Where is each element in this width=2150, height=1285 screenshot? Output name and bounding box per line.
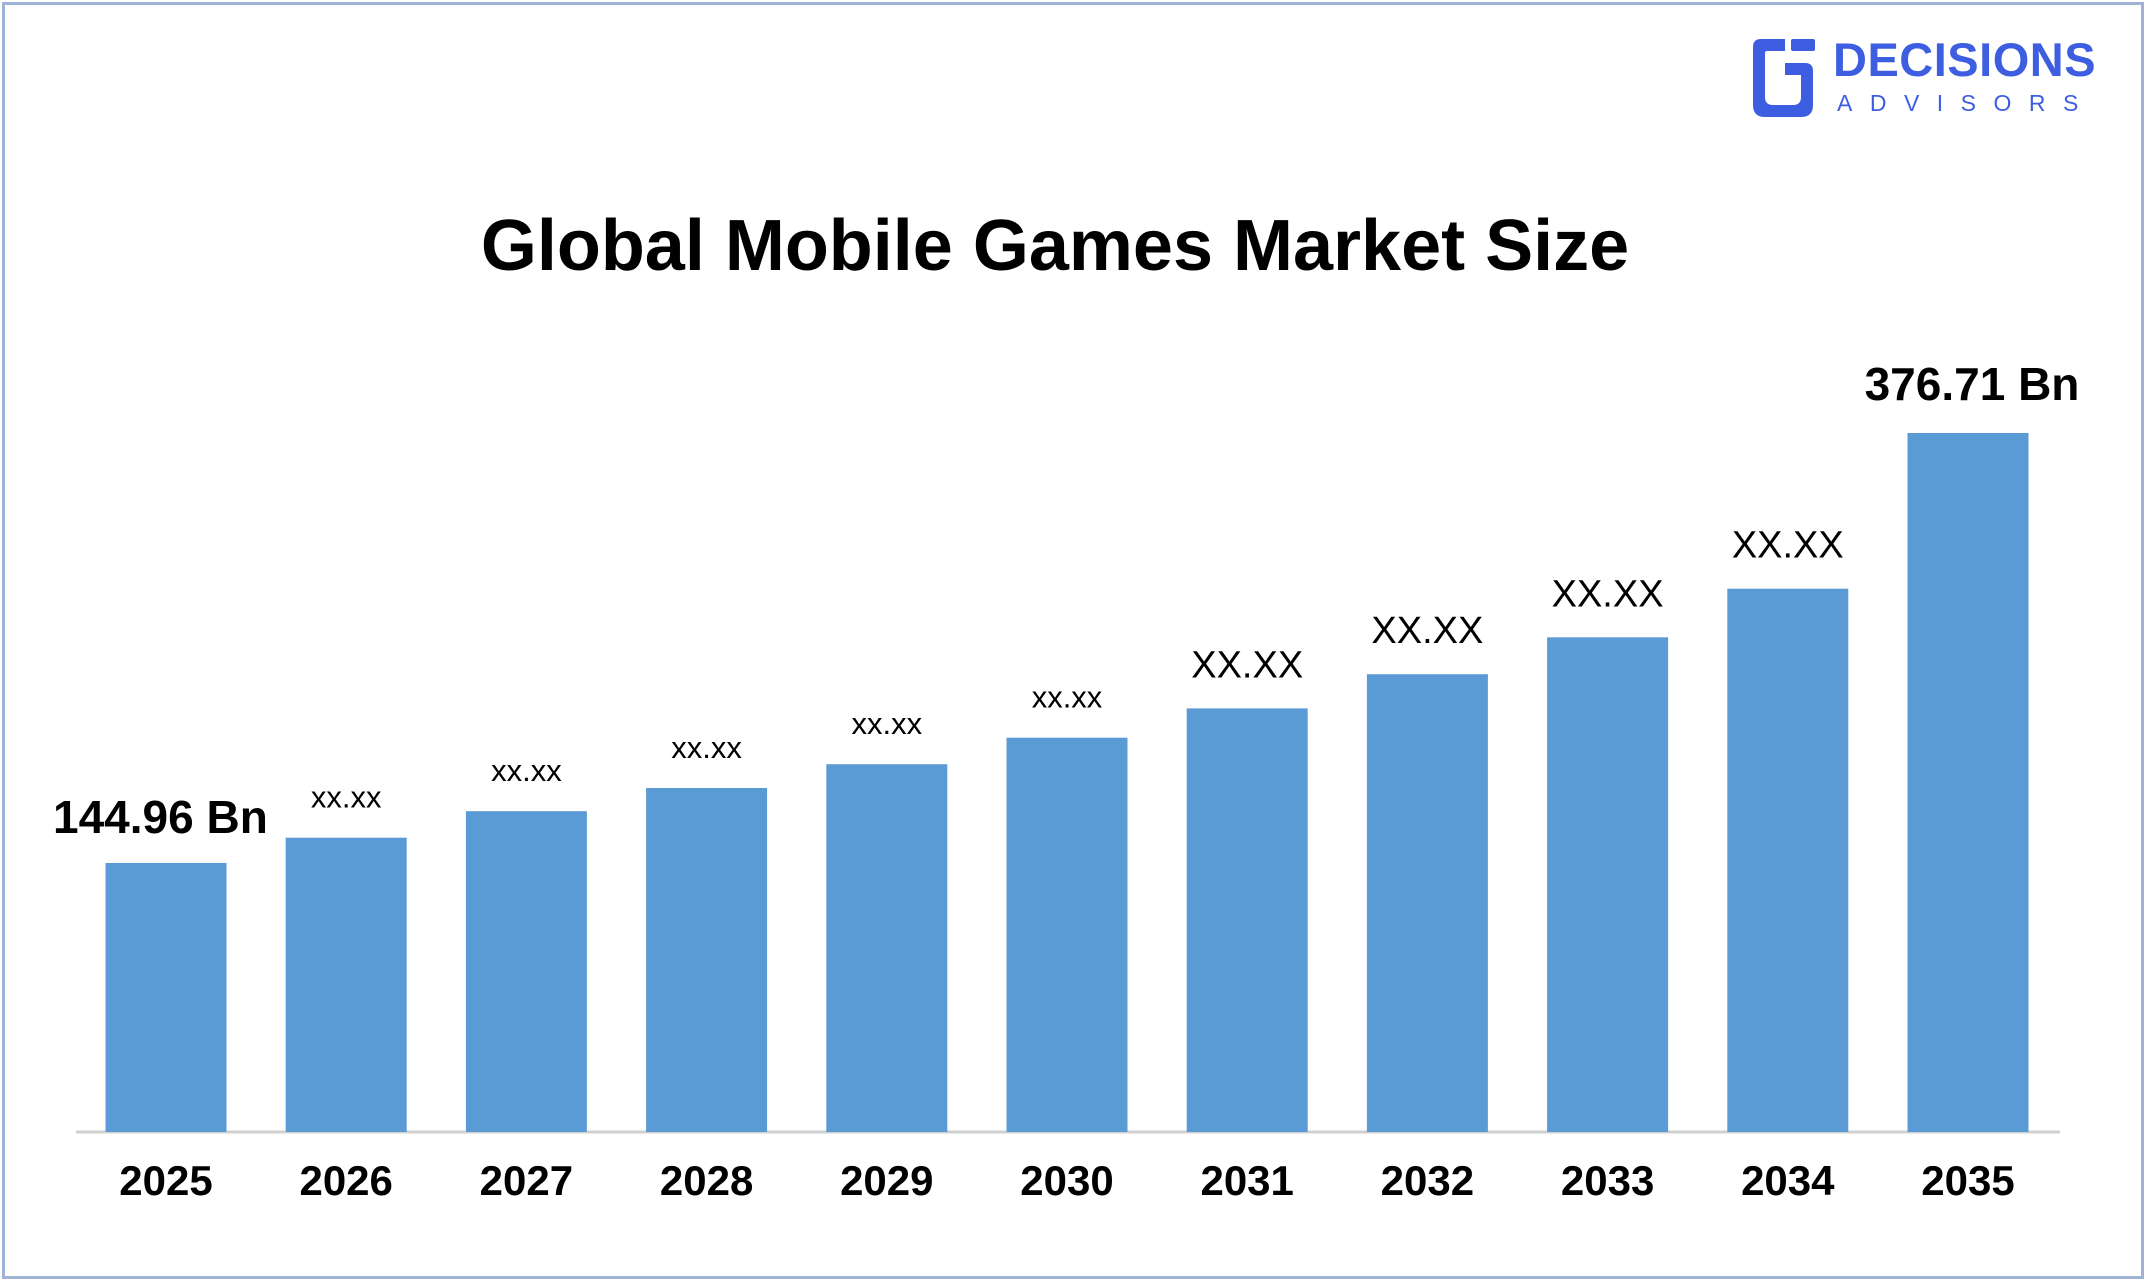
x-tick-label-2029: 2029: [840, 1157, 933, 1204]
chart-title: Global Mobile Games Market Size: [480, 206, 1630, 286]
data-label-2034: XX.XX: [1732, 525, 1844, 567]
bar-2031: [1186, 708, 1308, 1132]
bar-2028: [646, 788, 768, 1132]
x-tick-label-2031: 2031: [1200, 1157, 1293, 1204]
bar-2034: [1727, 588, 1849, 1132]
data-label-2026: xx.xx: [311, 780, 382, 815]
brand-logo: DECISIONS ADVISORS: [1745, 30, 2115, 125]
data-label-2032: XX.XX: [1371, 610, 1483, 652]
x-tick-label-2028: 2028: [660, 1157, 753, 1204]
bar-2033: [1547, 637, 1669, 1132]
x-tick-label-2026: 2026: [299, 1157, 392, 1204]
x-tick-label-2034: 2034: [1741, 1157, 1835, 1204]
x-tick-label-2033: 2033: [1561, 1157, 1654, 1204]
logo-mark-icon: [1753, 39, 1815, 117]
x-tick-label-2027: 2027: [480, 1157, 573, 1204]
bar-2029: [826, 764, 948, 1132]
data-label-2029: xx.xx: [851, 706, 922, 741]
data-label-2033: XX.XX: [1552, 573, 1664, 615]
brand-name-line1: DECISIONS: [1833, 33, 2097, 86]
data-label-2035: 376.71 Bn: [1865, 358, 2080, 410]
x-tick-label-2035: 2035: [1921, 1157, 2014, 1204]
bar-2026: [285, 837, 407, 1132]
bar-2027: [465, 811, 587, 1132]
bar-2025: [105, 863, 227, 1132]
bar-2032: [1366, 674, 1488, 1132]
bar-2035: [1907, 433, 2029, 1132]
x-tick-label-2025: 2025: [119, 1157, 212, 1204]
brand-name-line2: ADVISORS: [1837, 90, 2096, 116]
bar-2030: [1006, 737, 1128, 1132]
data-label-2027: xx.xx: [491, 753, 562, 788]
data-label-2030: xx.xx: [1032, 680, 1103, 715]
data-label-2031: XX.XX: [1191, 644, 1303, 686]
x-tick-label-2032: 2032: [1381, 1157, 1474, 1204]
data-label-2025: 144.96 Bn: [53, 791, 268, 843]
x-tick-label-2030: 2030: [1020, 1157, 1113, 1204]
data-label-2028: xx.xx: [671, 730, 742, 765]
